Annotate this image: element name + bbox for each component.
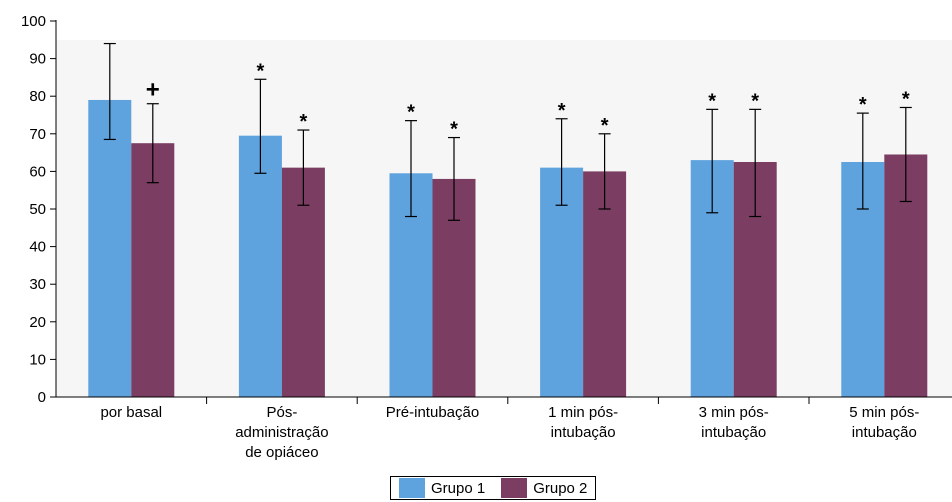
y-tick-label: 10 bbox=[29, 351, 46, 368]
y-tick-label: 50 bbox=[29, 201, 46, 218]
x-tick-label: 5 min pós-intubação bbox=[849, 404, 919, 441]
y-tick-label: 0 bbox=[38, 389, 46, 406]
x-tick-label-line: intubação bbox=[551, 424, 616, 441]
significance-asterisk-marker: * bbox=[708, 90, 716, 112]
x-tick-label: Pós-administração de opiáceo bbox=[235, 404, 328, 461]
x-axis-labels: por basal Pós-administração de opiáceo Pré-… bbox=[100, 404, 919, 461]
x-tick-label: por basal bbox=[100, 404, 162, 421]
y-tick-label: 100 bbox=[21, 13, 46, 30]
x-tick-label: Pré-intubação bbox=[386, 404, 479, 421]
y-tick-label: 20 bbox=[29, 314, 46, 331]
significance-asterisk-marker: * bbox=[407, 102, 415, 124]
significance-asterisk-marker: * bbox=[257, 60, 265, 82]
y-tick-label: 30 bbox=[29, 276, 46, 293]
x-tick-label: 1 min pós-intubação bbox=[548, 404, 618, 441]
x-tick-label-line: por basal bbox=[100, 404, 162, 421]
y-tick-label: 40 bbox=[29, 239, 46, 256]
x-tick-label-line: 3 min pós- bbox=[699, 404, 769, 421]
legend: Grupo 1 Grupo 2 bbox=[390, 476, 597, 500]
significance-asterisk-marker: * bbox=[558, 100, 566, 122]
x-tick-label-line: Pré-intubação bbox=[386, 404, 479, 421]
y-tick-label: 90 bbox=[29, 51, 46, 68]
bar bbox=[281, 167, 325, 397]
significance-markers-layer: * * * * * + * * * * * bbox=[146, 60, 910, 140]
bar bbox=[238, 135, 282, 397]
y-tick-label: 70 bbox=[29, 126, 46, 143]
significance-asterisk-marker: * bbox=[300, 111, 308, 133]
x-tick-label-line: administração bbox=[235, 424, 328, 441]
x-tick-label-line: 1 min pós- bbox=[548, 404, 618, 421]
y-tick-label: 80 bbox=[29, 88, 46, 105]
bar-chart: * * * * * + * * * * * 0 10 20 30 40 50 60 70 80 90 100 por b… bbox=[21, 13, 952, 461]
bar bbox=[88, 99, 132, 398]
y-axis-ticks: 0 10 20 30 40 50 60 70 80 90 100 bbox=[21, 13, 56, 406]
x-tick-label-line: intubação bbox=[701, 424, 766, 441]
significance-asterisk-marker: * bbox=[751, 90, 759, 112]
significance-asterisk-marker: * bbox=[601, 115, 609, 137]
legend-item-grupo-2: Grupo 2 bbox=[501, 478, 587, 498]
x-tick-label-line: Pós- bbox=[266, 404, 297, 421]
significance-asterisk-marker: * bbox=[450, 119, 458, 141]
legend-swatch-grupo-2 bbox=[501, 478, 528, 498]
legend-swatch-grupo-1 bbox=[399, 478, 425, 498]
legend-label-grupo-1: Grupo 1 bbox=[431, 479, 486, 497]
legend-label-grupo-2: Grupo 2 bbox=[533, 479, 588, 497]
plot-background bbox=[56, 40, 952, 397]
x-tick-label-line: de opiáceo bbox=[245, 444, 318, 461]
x-tick-label: 3 min pós-intubação bbox=[699, 404, 769, 441]
significance-asterisk-marker: * bbox=[859, 94, 867, 116]
bar bbox=[540, 167, 584, 397]
y-tick-label: 60 bbox=[29, 163, 46, 180]
error-bars-layer bbox=[103, 42, 912, 221]
bars-layer bbox=[88, 99, 928, 398]
x-tick-label-line: 5 min pós- bbox=[849, 404, 919, 421]
significance-plus-marker: + bbox=[146, 77, 160, 104]
significance-asterisk-marker: * bbox=[902, 88, 910, 110]
bar bbox=[131, 143, 175, 397]
x-tick-label-line: intubação bbox=[852, 424, 917, 441]
legend-item-grupo-1: Grupo 1 bbox=[399, 478, 485, 498]
